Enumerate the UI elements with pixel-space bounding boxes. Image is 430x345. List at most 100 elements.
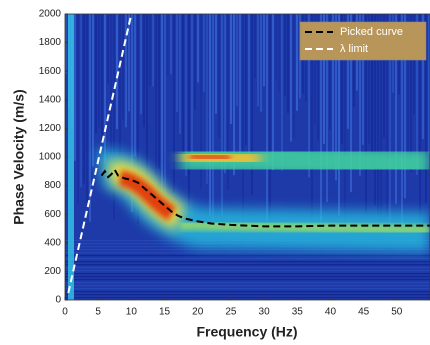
texture — [152, 14, 154, 87]
texture — [125, 14, 127, 128]
series-line — [67, 14, 133, 294]
texture — [140, 14, 142, 115]
texture — [281, 14, 283, 171]
y-tick-label: 1000 — [39, 152, 62, 163]
texture — [212, 14, 214, 227]
texture — [323, 14, 325, 144]
x-tick-label: 20 — [192, 307, 204, 318]
texture — [266, 14, 268, 221]
series-line — [100, 168, 430, 228]
texture — [296, 14, 298, 111]
texture — [128, 14, 130, 112]
texture — [290, 14, 292, 142]
texture — [155, 14, 157, 176]
texture — [317, 14, 319, 141]
texture — [65, 267, 430, 269]
x-tick-label: 40 — [325, 307, 337, 318]
texture — [209, 14, 211, 216]
texture — [269, 14, 271, 228]
y-tick-label: 0 — [55, 295, 61, 306]
texture — [173, 14, 175, 193]
texture — [377, 14, 379, 215]
texture — [149, 14, 151, 87]
texture — [164, 14, 166, 220]
texture — [191, 14, 193, 165]
texture — [143, 14, 145, 127]
texture — [65, 261, 430, 263]
texture — [101, 14, 103, 143]
x-tick-label: 25 — [225, 307, 237, 318]
texture — [110, 14, 112, 156]
x-tick-label: 50 — [391, 307, 403, 318]
texture — [65, 294, 430, 296]
texture — [389, 14, 391, 226]
texture — [362, 14, 364, 145]
texture — [77, 14, 79, 205]
texture — [239, 14, 241, 154]
texture — [365, 14, 367, 214]
y-tick-label: 1800 — [39, 37, 62, 48]
x-tick-label: 30 — [259, 307, 271, 318]
texture — [200, 14, 202, 189]
texture — [338, 14, 340, 216]
texture — [275, 14, 277, 80]
texture — [242, 14, 244, 226]
texture — [230, 14, 232, 124]
texture — [167, 14, 169, 76]
texture — [383, 14, 385, 138]
y-tick-label: 400 — [44, 237, 61, 248]
texture — [104, 14, 106, 164]
texture — [413, 14, 415, 115]
texture — [182, 14, 184, 153]
texture — [293, 14, 295, 138]
texture — [116, 14, 118, 130]
texture — [227, 14, 229, 191]
texture — [98, 14, 100, 128]
y-tick-label: 600 — [44, 209, 61, 220]
texture — [341, 14, 343, 145]
texture — [248, 14, 250, 158]
texture — [311, 14, 313, 234]
x-tick-label: 5 — [95, 307, 101, 318]
texture — [146, 14, 148, 215]
texture — [86, 14, 88, 204]
texture — [329, 14, 331, 130]
texture — [260, 14, 262, 112]
texture — [65, 285, 430, 287]
texture — [206, 14, 208, 185]
texture — [272, 14, 274, 171]
texture — [278, 14, 280, 92]
texture — [65, 270, 430, 272]
texture — [428, 14, 430, 155]
texture — [257, 14, 259, 107]
texture — [170, 14, 172, 75]
texture — [65, 273, 430, 275]
texture — [380, 14, 382, 222]
texture — [215, 14, 217, 114]
texture — [185, 14, 187, 176]
texture — [92, 14, 94, 167]
texture — [386, 14, 388, 218]
texture — [263, 14, 265, 87]
texture — [221, 14, 223, 216]
texture — [65, 258, 430, 260]
texture — [134, 14, 136, 157]
texture — [401, 14, 403, 227]
texture — [176, 14, 178, 113]
texture — [344, 14, 346, 231]
texture — [254, 14, 256, 79]
texture — [284, 14, 286, 96]
texture — [287, 14, 289, 113]
texture — [161, 14, 163, 216]
legend-label: λ limit — [340, 43, 368, 55]
heatmap — [65, 14, 430, 300]
texture — [119, 14, 121, 157]
y-tick-label: 200 — [44, 266, 61, 277]
x-tick-label: 35 — [292, 307, 304, 318]
texture — [80, 14, 82, 188]
texture — [65, 14, 67, 75]
texture — [422, 14, 424, 140]
texture — [332, 14, 334, 154]
texture — [314, 14, 316, 125]
texture — [65, 264, 430, 266]
